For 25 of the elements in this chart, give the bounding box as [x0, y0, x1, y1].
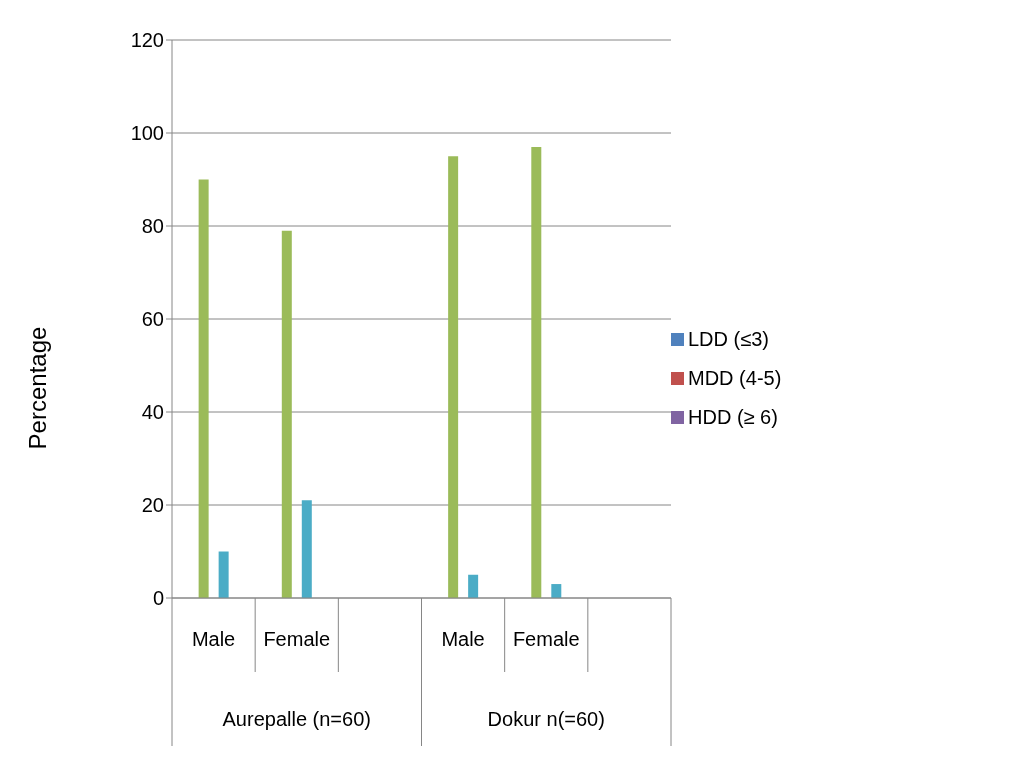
y-axis-title: Percentage	[24, 326, 52, 450]
legend-label: LDD (≤3)	[688, 327, 769, 351]
y-tick-label: 60	[141, 308, 164, 331]
x-tick-label: Female	[263, 628, 331, 650]
text: Aurepalle (n=60)	[222, 708, 371, 730]
bar	[551, 584, 562, 598]
x-tick-label: Female	[512, 628, 580, 650]
y-tick-label: 120	[130, 29, 164, 52]
y-tick-label: 40	[141, 401, 164, 424]
y-tick-label: 80	[141, 215, 164, 238]
y-tick-label: 100	[130, 122, 164, 145]
bar	[468, 574, 479, 598]
text: Dokur n(=60)	[487, 708, 605, 730]
y-tick-label: 0	[152, 587, 164, 610]
bar	[531, 146, 542, 598]
y-tick-label: 20	[141, 494, 164, 517]
bar	[301, 500, 312, 598]
bar	[218, 551, 229, 598]
bar	[281, 230, 292, 598]
legend-label: HDD (≥ 6)	[688, 405, 778, 429]
bar	[448, 156, 459, 598]
x-tick-label: Male	[191, 628, 236, 650]
x-tick-label: Male	[441, 628, 485, 650]
legend-label: MDD (4-5)	[688, 366, 782, 390]
bar	[198, 179, 209, 598]
